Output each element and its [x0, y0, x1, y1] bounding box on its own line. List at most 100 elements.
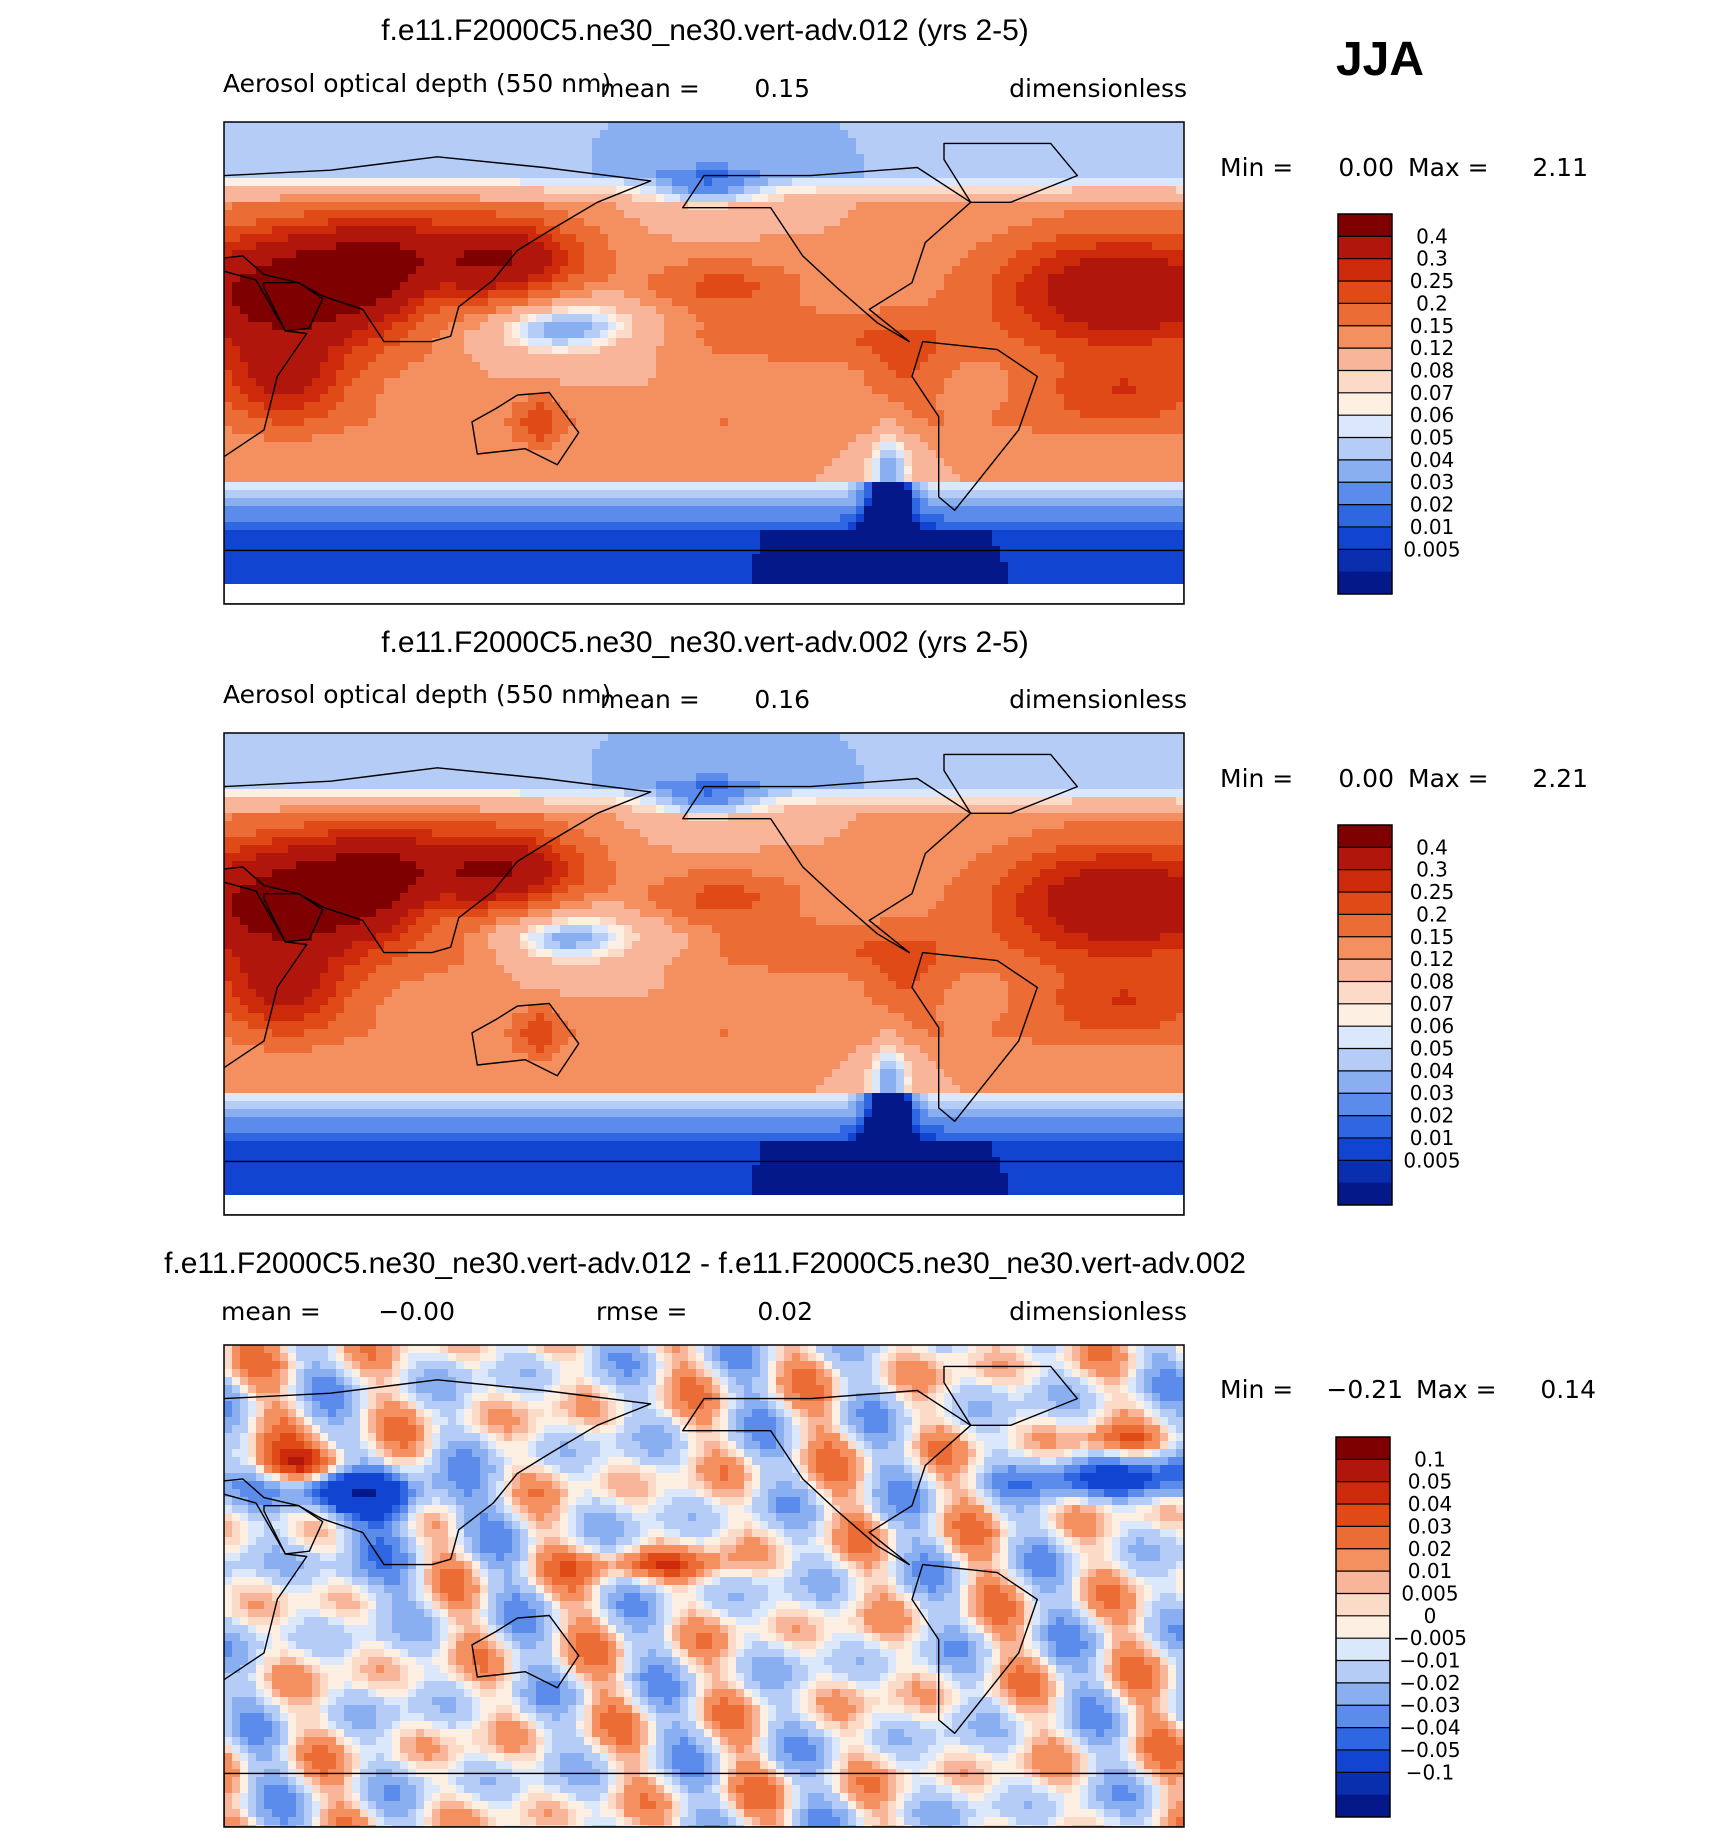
field-cell [736, 306, 745, 315]
field-cell [320, 226, 329, 235]
field-cell [272, 146, 281, 155]
field-cell [320, 370, 329, 379]
field-cell [520, 138, 529, 147]
field-cell [1136, 242, 1145, 251]
field-cell [528, 274, 537, 283]
field-cell [408, 122, 417, 131]
field-cell [880, 202, 889, 211]
field-cell [728, 402, 737, 411]
field-cell [672, 138, 681, 147]
field-cell [368, 210, 377, 219]
field-cell [608, 410, 617, 419]
field-cell [376, 210, 385, 219]
field-cell [512, 450, 521, 459]
field-cell [944, 194, 953, 203]
field-cell [1016, 274, 1025, 283]
field-cell [936, 402, 945, 411]
field-cell [1176, 242, 1184, 251]
field-cell [280, 322, 289, 331]
field-cell [560, 210, 569, 219]
field-cell [880, 226, 889, 235]
field-cell [736, 178, 745, 187]
field-cell [984, 386, 993, 395]
field-cell [592, 226, 601, 235]
field-cell [240, 338, 249, 347]
field-cell [1104, 146, 1113, 155]
field-cell [1000, 170, 1009, 179]
field-cell [888, 130, 897, 139]
field-cell [448, 346, 457, 355]
field-cell [424, 282, 433, 291]
field-cell [608, 354, 617, 363]
field-cell [312, 418, 321, 427]
field-cell [1040, 242, 1049, 251]
field-cell [808, 178, 817, 187]
field-cell [424, 402, 433, 411]
field-cell [720, 362, 729, 371]
field-cell [576, 178, 585, 187]
field-cell [576, 298, 585, 307]
field-cell [768, 226, 777, 235]
field-cell [360, 130, 369, 139]
field-cell [592, 386, 601, 395]
field-cell [360, 410, 369, 419]
field-cell [840, 250, 849, 259]
field-cell [872, 186, 881, 195]
field-cell [968, 170, 977, 179]
field-cell [872, 202, 881, 211]
field-cell [752, 218, 761, 227]
field-cell [1136, 122, 1145, 131]
field-cell [824, 394, 833, 403]
field-cell [528, 370, 537, 379]
field-cell [352, 434, 361, 443]
field-cell [584, 370, 593, 379]
field-cell [608, 370, 617, 379]
field-cell [288, 298, 297, 307]
field-cell [640, 378, 649, 387]
field-cell [1008, 386, 1017, 395]
field-cell [808, 210, 817, 219]
field-cell [480, 194, 489, 203]
field-cell [1040, 410, 1049, 419]
field-cell [680, 322, 689, 331]
field-cell [824, 242, 833, 251]
field-cell [536, 170, 545, 179]
field-cell [976, 314, 985, 323]
field-cell [480, 258, 489, 267]
field-cell [1120, 242, 1129, 251]
field-cell [896, 322, 905, 331]
field-cell [488, 154, 497, 163]
field-cell [1040, 226, 1049, 235]
field-cell [712, 130, 721, 139]
field-cell [776, 442, 785, 451]
field-cell [576, 266, 585, 275]
field-cell [904, 410, 913, 419]
field-cell [816, 426, 825, 435]
field-cell [360, 226, 369, 235]
field-cell [248, 386, 257, 395]
field-cell [280, 314, 289, 323]
field-cell [624, 242, 633, 251]
field-cell [1024, 314, 1033, 323]
field-cell [416, 186, 425, 195]
variable-label: Aerosol optical depth (550 nm) [223, 69, 611, 98]
field-cell [856, 146, 865, 155]
field-cell [304, 242, 313, 251]
field-cell [608, 346, 617, 355]
field-cell [768, 186, 777, 195]
field-cell [736, 266, 745, 275]
field-cell [576, 250, 585, 259]
field-cell [872, 418, 881, 427]
field-cell [328, 274, 337, 283]
field-cell [712, 314, 721, 323]
field-cell [816, 218, 825, 227]
field-cell [296, 202, 305, 211]
field-cell [624, 354, 633, 363]
field-cell [512, 418, 521, 427]
field-cell [1120, 194, 1129, 203]
field-cell [728, 138, 737, 147]
field-cell [496, 242, 505, 251]
field-cell [992, 306, 1001, 315]
field-cell [784, 362, 793, 371]
field-cell [520, 298, 529, 307]
